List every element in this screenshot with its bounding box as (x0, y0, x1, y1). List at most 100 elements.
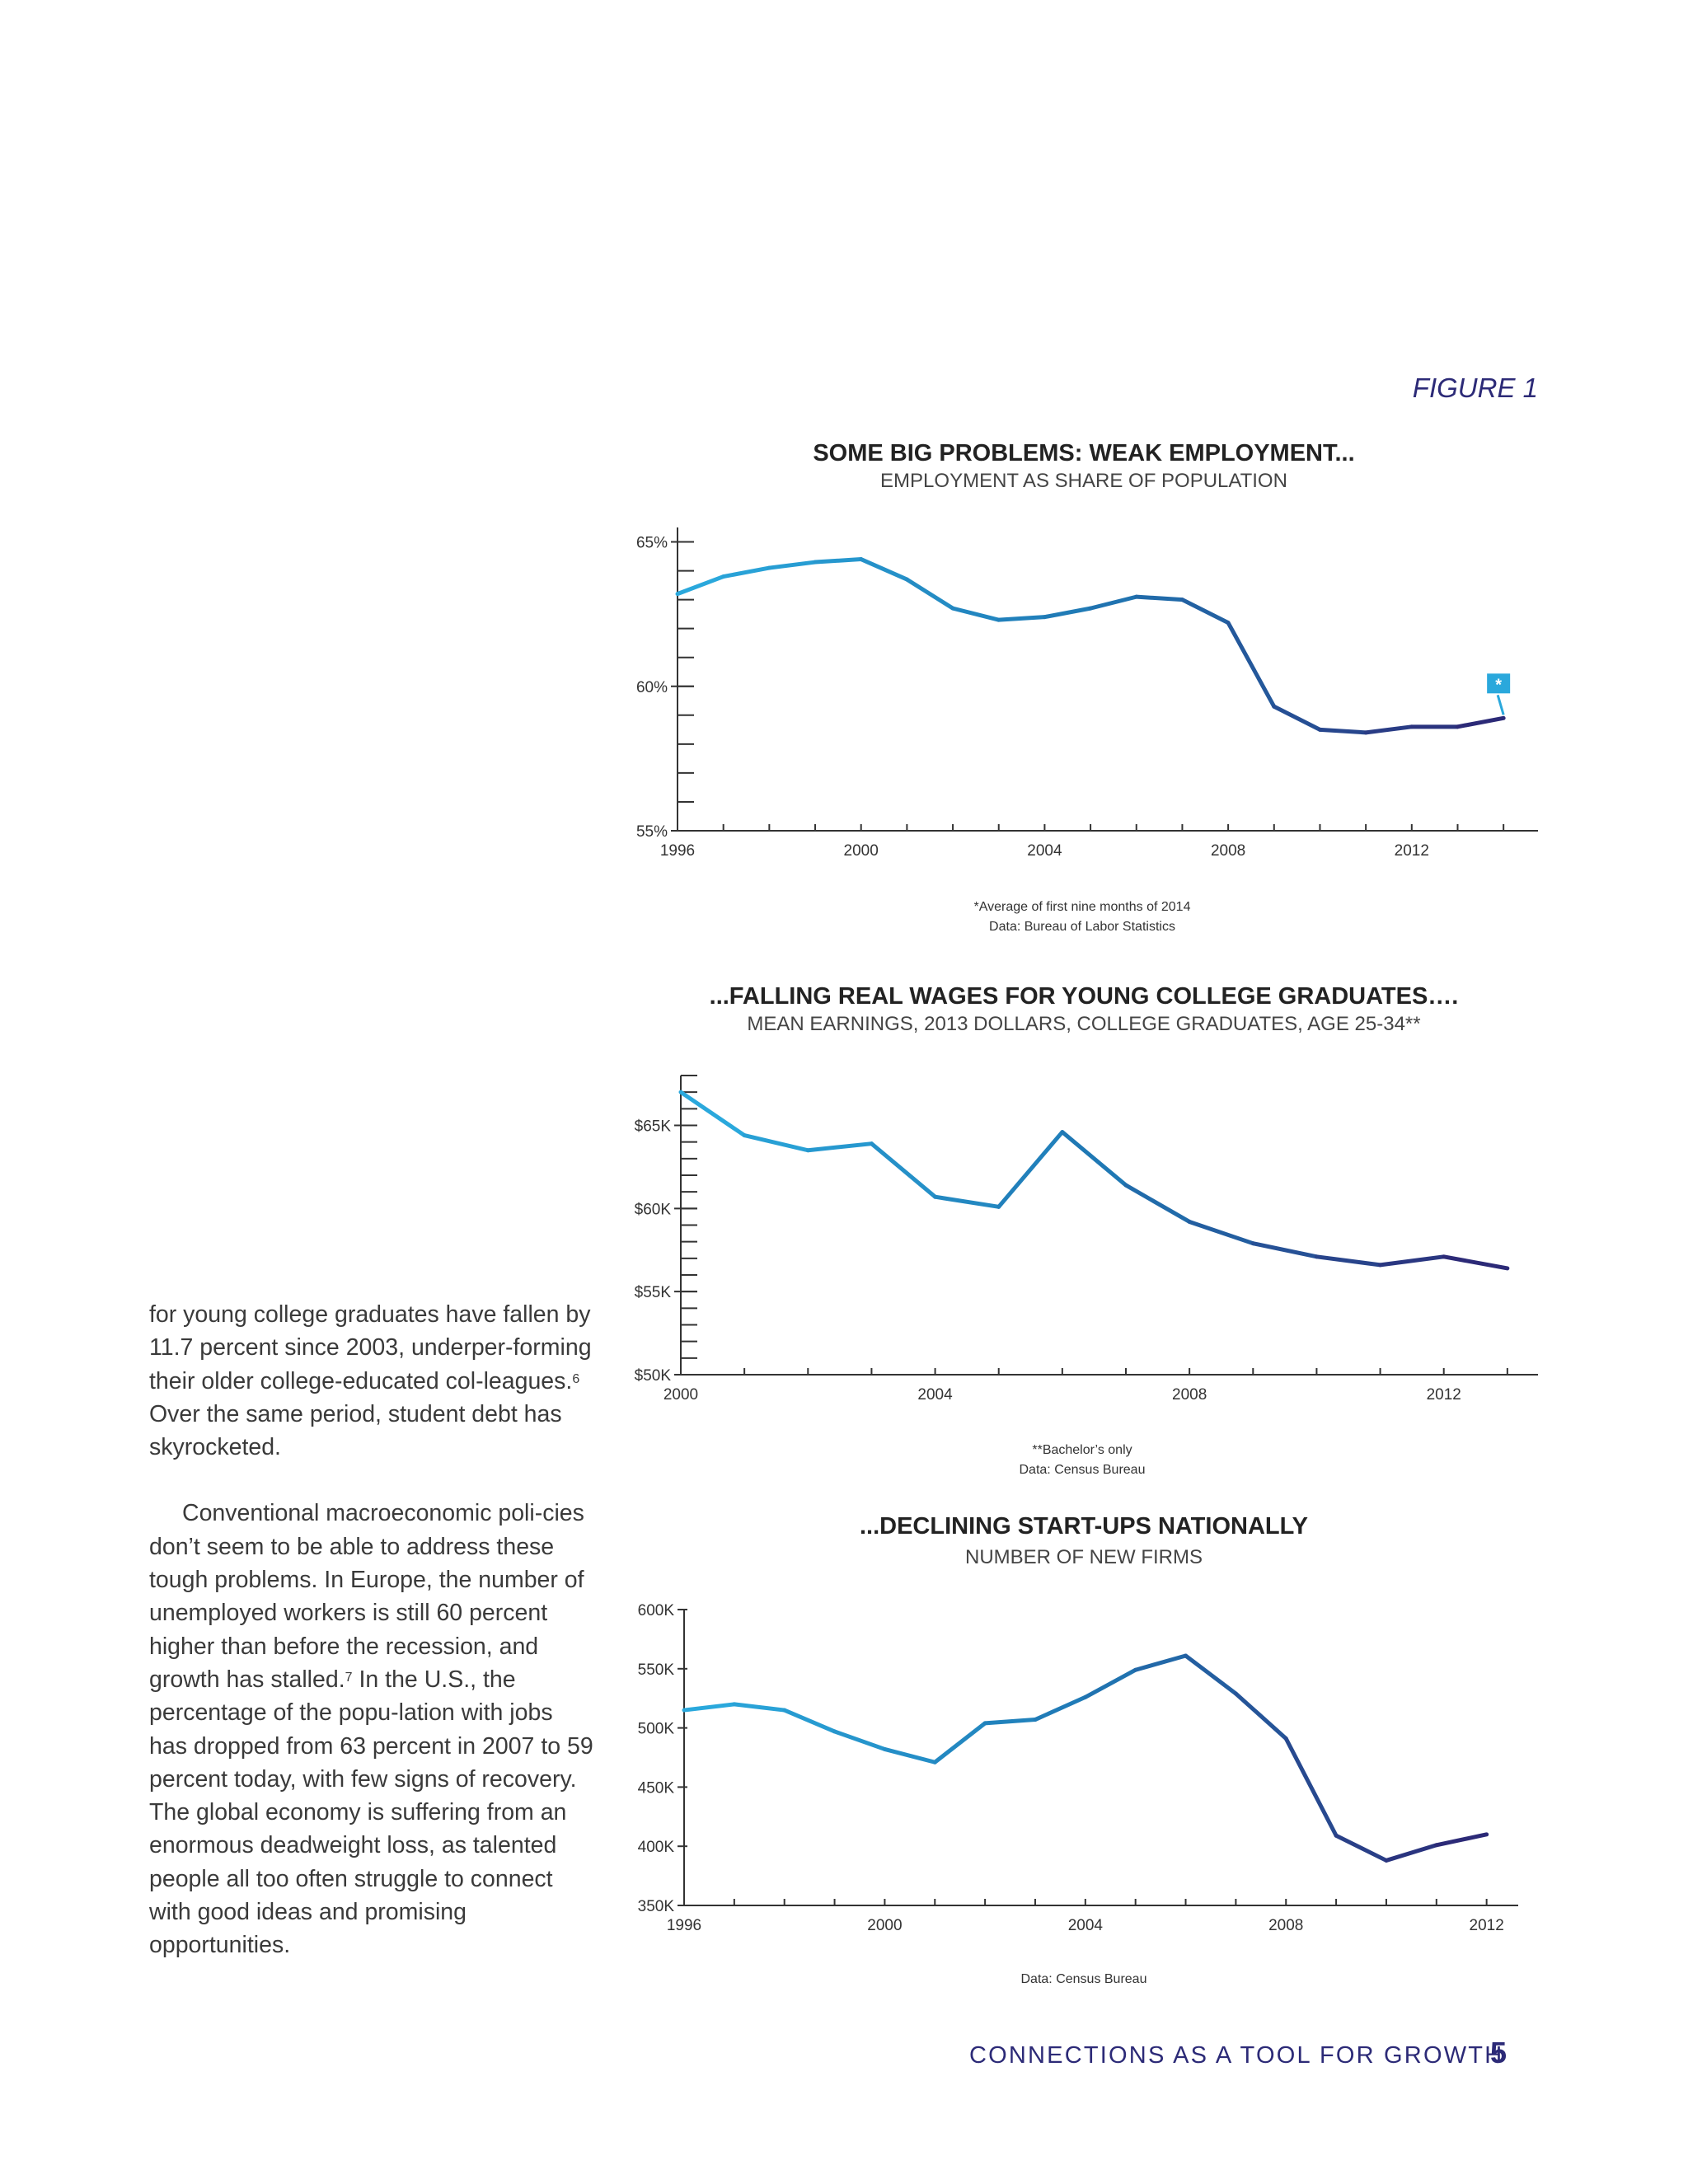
chart-subtitle: NUMBER OF NEW FIRMS (965, 1546, 1203, 1568)
y-tick-label: 60% (636, 679, 668, 696)
series-line-segment (1123, 1183, 1192, 1224)
chart-note: **Bachelor’s only (1032, 1443, 1132, 1457)
series-line-segment (932, 1721, 987, 1765)
figure-label: FIGURE 1 (1412, 373, 1538, 403)
series-line-segment (813, 557, 864, 565)
chart-source: Data: Census Bureau (1020, 1463, 1146, 1477)
series-line-segment (832, 1729, 887, 1751)
plot-area: 55% 60% 65% 1996 2000 2004 2008 2012 * (636, 527, 1538, 860)
series-line-segment (805, 1141, 874, 1153)
series-line-segment (782, 1708, 837, 1734)
y-tick-label: 550K (638, 1661, 675, 1679)
series-line-segment (1179, 598, 1231, 626)
y-tick-label: 400K (638, 1839, 675, 1856)
series-line-segment (859, 557, 909, 582)
x-tick-label: 2012 (1470, 1917, 1504, 1934)
series-line-segment (996, 615, 1047, 622)
y-tick-label: $65K (635, 1118, 672, 1136)
series-line-segment (1088, 594, 1139, 611)
paragraph-text: for young college graduates have fallen … (149, 1301, 592, 1394)
x-tick-label: 2008 (1172, 1386, 1207, 1404)
page-number: 5 (1490, 2036, 1507, 2069)
chart-wages: ...FALLING REAL WAGES FOR YOUNG COLLEGE … (610, 956, 1688, 1483)
series-line-segment (1384, 1843, 1439, 1863)
chart-source: Data: Bureau of Labor Statistics (989, 920, 1175, 934)
series-line-segment (1442, 1254, 1510, 1271)
series-line-segment (1187, 1219, 1255, 1246)
y-tick-label: 600K (638, 1602, 675, 1619)
paragraph: for young college graduates have fallen … (149, 1298, 594, 1464)
series-line-segment (1283, 1736, 1339, 1838)
x-tick-label: 2004 (1027, 842, 1062, 860)
chart-wages-svg: ...FALLING REAL WAGES FOR YOUNG COLLEGE … (635, 983, 1538, 1477)
chart-note: *Average of first nine months of 2014 (974, 900, 1191, 914)
x-tick-label: 2004 (917, 1386, 953, 1404)
series-line-segment (678, 1090, 747, 1138)
annotation-marker (1487, 673, 1511, 694)
plot-area: $50K $55K $60K $65K 2000 2004 2008 2012 (635, 1075, 1538, 1404)
x-tick-label: 1996 (667, 1917, 701, 1934)
x-tick-label: 2008 (1211, 842, 1245, 860)
y-tick-label: 65% (636, 535, 668, 552)
y-tick-label: $50K (635, 1367, 672, 1385)
series-line-segment (721, 565, 771, 579)
series-line-segment (1334, 1833, 1389, 1863)
series-line-segment (1060, 1130, 1128, 1188)
footer-title: CONNECTIONS AS A TOOL FOR GROWTH (969, 2042, 1504, 2069)
series-line-segment (950, 606, 1001, 622)
y-tick-label: 55% (636, 823, 668, 841)
x-tick-label: 2000 (844, 842, 879, 860)
paragraph-text: In the U.S., the percentage of the popu-… (149, 1666, 593, 1959)
chart-title: ...FALLING REAL WAGES FOR YOUNG COLLEGE … (710, 983, 1459, 1010)
x-tick-label: 2004 (1068, 1917, 1104, 1934)
plot-area: 350K 400K 450K 500K 550K 600K 1996 2000 2004 2008… (638, 1602, 1518, 1934)
series-line-segment (1272, 704, 1322, 732)
chart-subtitle: MEAN EARNINGS, 2013 DOLLARS, COLLEGE GRA… (747, 1013, 1420, 1035)
annotation-pointer (1496, 694, 1505, 715)
series-line-segment (1083, 1667, 1138, 1699)
series-line-segment (933, 1194, 1001, 1209)
series-line-segment (1226, 621, 1277, 709)
paragraph: Conventional macroeconomic poli-cies don… (149, 1497, 594, 1961)
series-line-segment (682, 1702, 737, 1713)
x-tick-label: 2000 (663, 1386, 698, 1404)
series-line-segment (904, 577, 955, 611)
series-line-segment (982, 1718, 1038, 1726)
series-line-segment (1134, 594, 1184, 602)
series-line-segment (1233, 1691, 1288, 1741)
series-line-segment (675, 574, 726, 597)
series-line-segment (732, 1702, 787, 1713)
series-line-segment (1363, 724, 1414, 735)
y-tick-label: $55K (635, 1284, 672, 1301)
series-line-segment (996, 1130, 1065, 1209)
x-tick-label: 2012 (1427, 1386, 1461, 1404)
series-line-segment (1314, 1254, 1383, 1268)
series-line-segment (1133, 1653, 1189, 1672)
footnote-ref[interactable]: 7 (345, 1670, 353, 1685)
chart-source: Data: Census Bureau (1021, 1972, 1147, 1986)
series-line-segment (1033, 1694, 1088, 1722)
series-line-segment (1455, 715, 1506, 729)
footnote-ref[interactable]: 6 (572, 1371, 580, 1386)
series-line-segment (882, 1746, 937, 1765)
chart-employment-svg: SOME BIG PROBLEMS: WEAK EMPLOYMENT... EM… (636, 440, 1538, 934)
chart-title: ...DECLINING START-UPS NATIONALLY (860, 1513, 1308, 1540)
chart-subtitle: EMPLOYMENT AS SHARE OF POPULATION (880, 470, 1287, 492)
series-line-segment (1317, 727, 1368, 735)
chart-employment: SOME BIG PROBLEMS: WEAK EMPLOYMENT... EM… (610, 412, 1688, 948)
series-line-segment (742, 1133, 810, 1153)
series-line-segment (1250, 1241, 1319, 1259)
y-tick-label: 350K (638, 1898, 675, 1915)
chart-startups: ...DECLINING START-UPS NATIONALLY NUMBER… (610, 1492, 1688, 2003)
body-text: for young college graduates have fallen … (149, 1298, 594, 1962)
y-tick-label: 450K (638, 1779, 675, 1797)
series-line-segment (1378, 1254, 1447, 1268)
y-tick-label: $60K (635, 1201, 672, 1218)
x-tick-label: 1996 (660, 842, 695, 860)
series-line-segment (1184, 1653, 1238, 1696)
series-line-segment (869, 1141, 938, 1199)
chart-startups-svg: ...DECLINING START-UPS NATIONALLY NUMBER… (638, 1513, 1518, 1986)
chart-title: SOME BIG PROBLEMS: WEAK EMPLOYMENT... (813, 440, 1354, 466)
y-tick-label: 500K (638, 1721, 675, 1738)
paragraph-text: Over the same period, student debt has s… (149, 1400, 562, 1461)
